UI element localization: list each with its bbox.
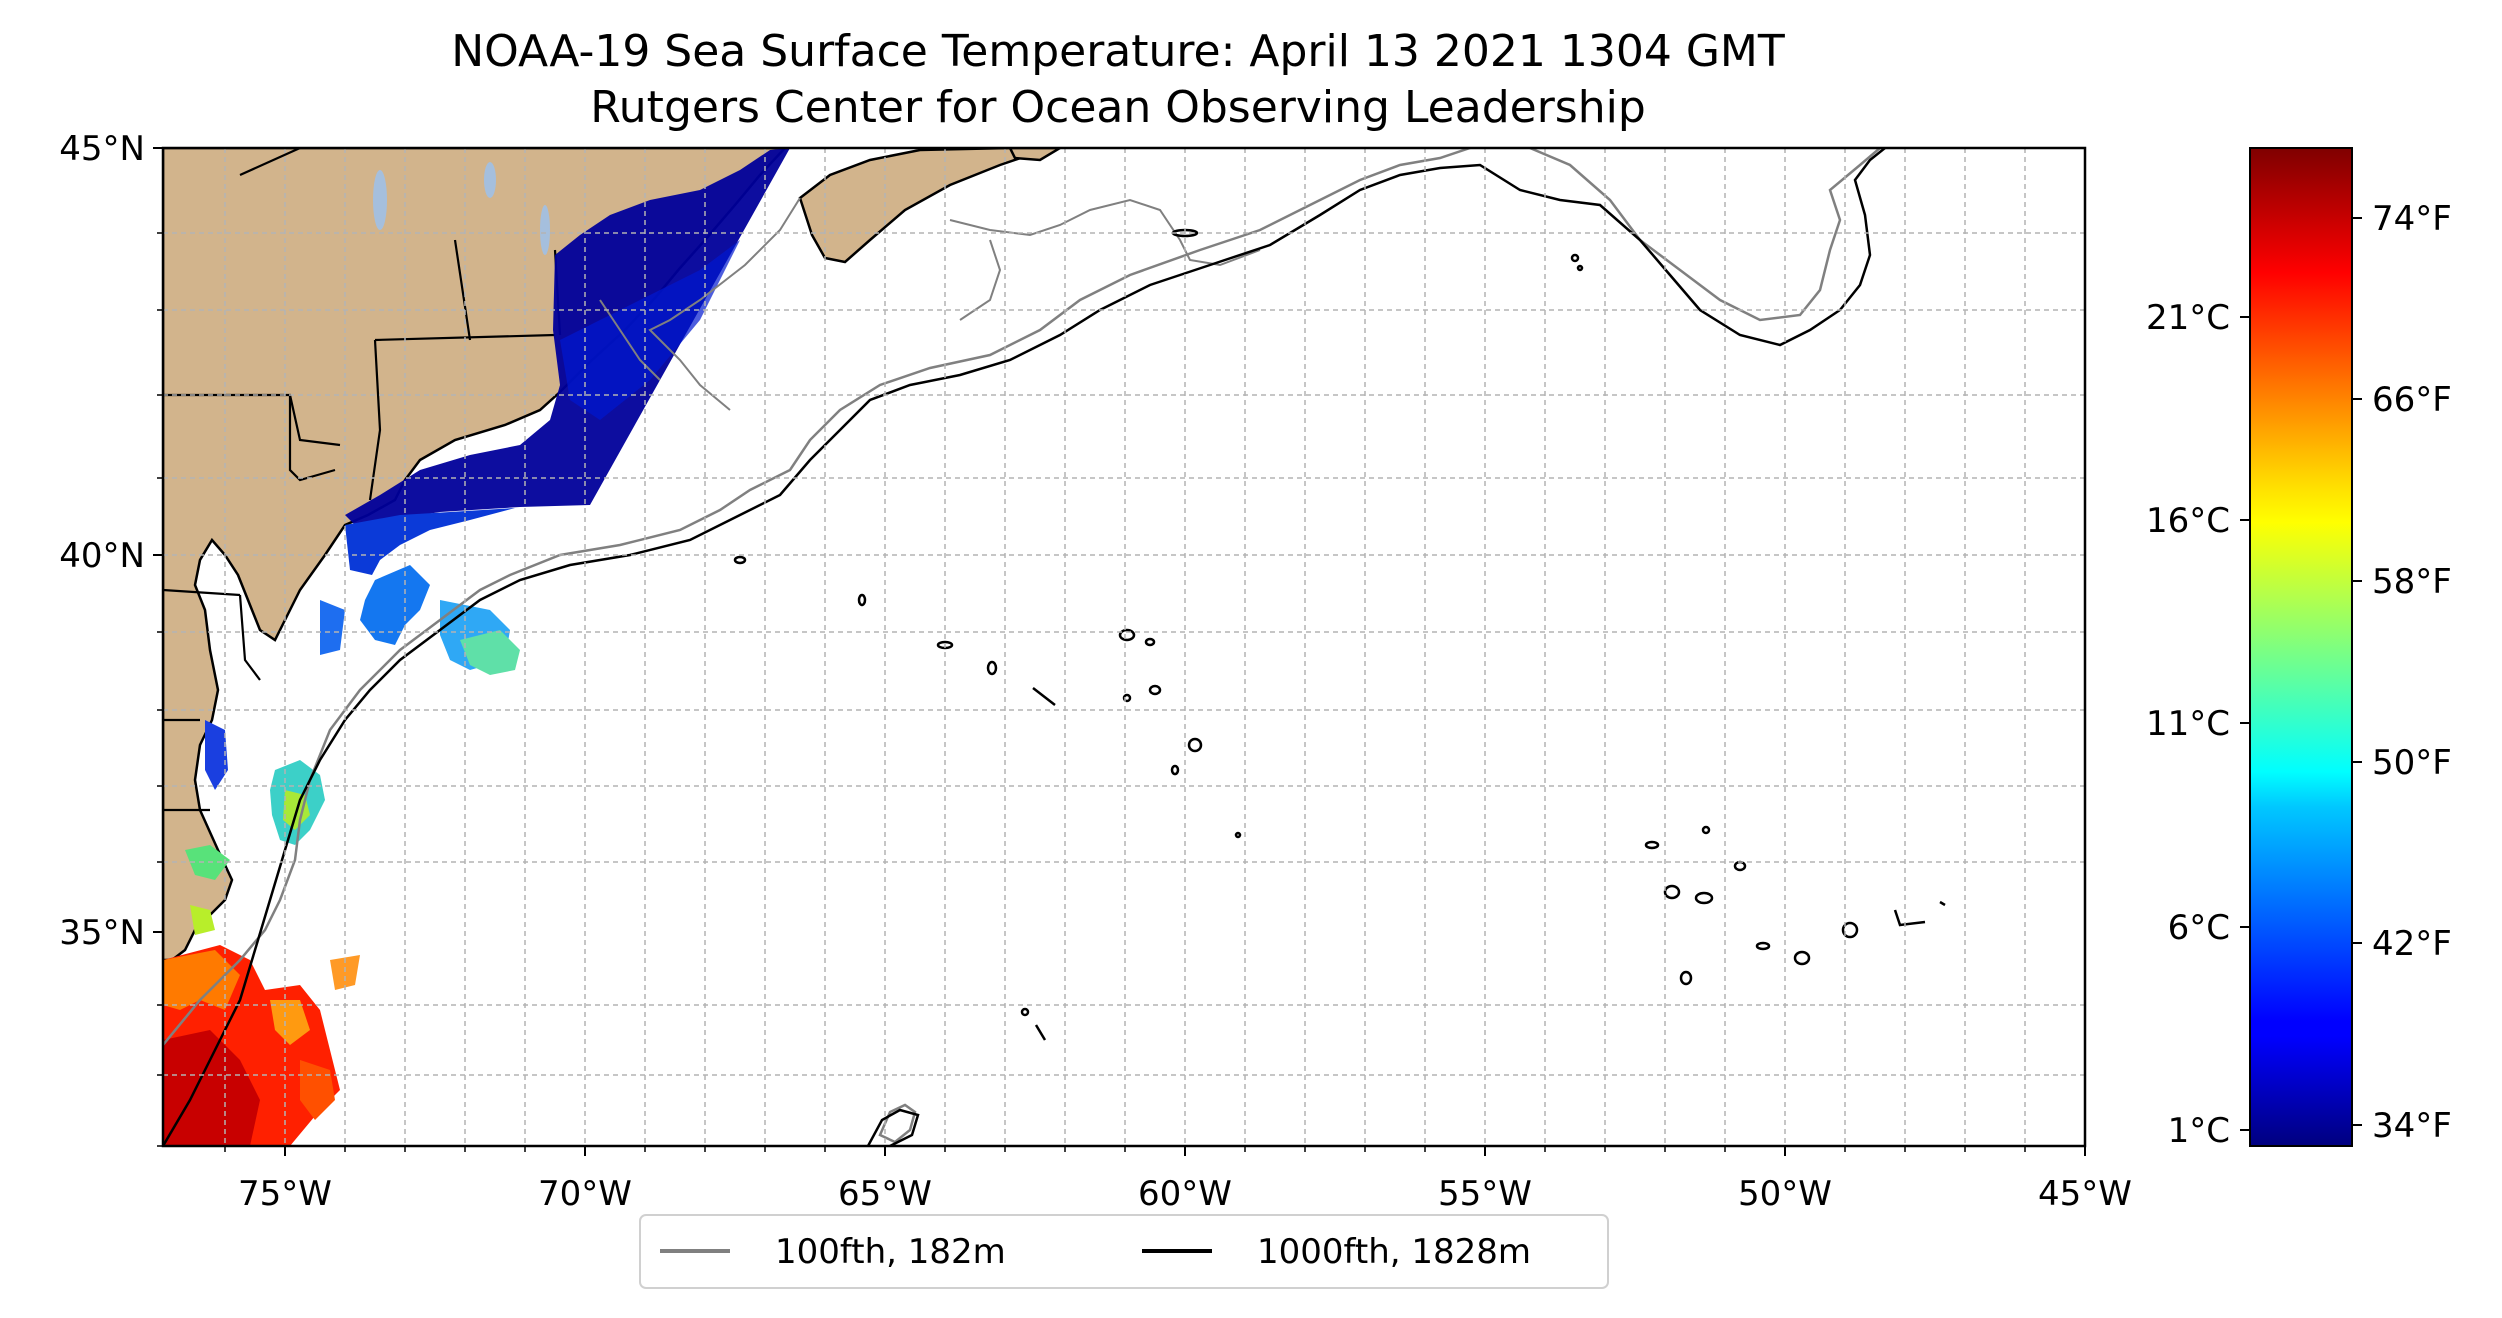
sst-offshore-green <box>460 630 520 675</box>
colorbar-f-label: 50°F <box>2372 743 2452 783</box>
lat-tick-label: 45°N <box>59 129 145 169</box>
lon-tick-label: 75°W <box>238 1174 332 1214</box>
contour-100fth <box>163 148 1881 1046</box>
colorbar-c-label: 1°C <box>2168 1111 2230 1151</box>
colorbar-f-label: 66°F <box>2372 380 2452 420</box>
bermuda-contours <box>866 1103 920 1146</box>
gridlines <box>163 148 2085 1146</box>
legend-label-100fth: 100fth, 182m <box>775 1232 1006 1272</box>
sst-gulf-stream-orange <box>163 950 240 1010</box>
colorbar-f-label: 42°F <box>2372 924 2452 964</box>
colorbar-c-label: 16°C <box>2146 501 2230 541</box>
map-frame <box>161 146 2087 1148</box>
colorbar-gradient <box>2249 147 2353 1147</box>
colorbar-c-ticks <box>2240 316 2250 1131</box>
lat-tick-label: 40°N <box>59 536 145 576</box>
land-cape-breton <box>1008 148 1063 162</box>
colorbar-f-label: 74°F <box>2372 199 2452 239</box>
contour-100fth-gom <box>599 197 1261 411</box>
lon-tick-label: 55°W <box>1438 1174 1532 1214</box>
colorbar: 34°F 42°F 50°F 58°F 66°F 74°F 1°C 6°C 11… <box>2146 147 2452 1151</box>
sst-ny-bight <box>345 508 515 575</box>
colorbar-c-label: 6°C <box>2168 908 2230 948</box>
map-area <box>163 148 2085 1146</box>
colorbar-c-label: 11°C <box>2146 704 2230 744</box>
lon-tick-label: 70°W <box>538 1174 632 1214</box>
sst-nc-coast-2 <box>190 905 215 935</box>
lon-minor-ticks <box>224 1146 2026 1152</box>
lon-tick-label: 50°W <box>1738 1174 1832 1214</box>
sst-gulf-stream-red <box>163 1030 260 1146</box>
map-subtitle: Rutgers Center for Ocean Observing Leade… <box>590 82 1646 133</box>
lat-tick-label: 35°N <box>59 913 145 953</box>
land-nova-scotia <box>798 148 1051 264</box>
lake <box>540 205 550 255</box>
major-ticks <box>153 147 2086 1156</box>
lon-tick-label: 45°W <box>2038 1174 2132 1214</box>
sst-nc-coast <box>185 845 230 880</box>
sst-mid-atlantic <box>360 565 430 645</box>
lon-tick-label: 60°W <box>1138 1174 1232 1214</box>
lat-minor-ticks <box>157 232 163 1147</box>
colorbar-f-label: 34°F <box>2372 1106 2452 1146</box>
seamounts <box>733 228 1946 1041</box>
sst-mid-atlantic-3 <box>320 600 345 655</box>
colorbar-c-label: 21°C <box>2146 298 2230 338</box>
colorbar-f-label: 58°F <box>2372 562 2452 602</box>
sst-gulf-stream-orange-2 <box>270 1000 310 1045</box>
legend-label-1000fth: 1000fth, 1828m <box>1257 1232 1531 1272</box>
legend-box <box>639 1214 1609 1289</box>
lon-tick-label: 65°W <box>838 1174 932 1214</box>
sst-gulf-stream-patch-2 <box>330 955 360 990</box>
lake <box>373 170 387 230</box>
contour-legend: 100fth, 182m 1000fth, 1828m <box>639 1214 1609 1289</box>
lake <box>484 162 496 198</box>
map-title: NOAA-19 Sea Surface Temperature: April 1… <box>451 26 1785 77</box>
contour-1000fth <box>163 148 1886 1146</box>
colorbar-f-ticks <box>2352 217 2362 1126</box>
sst-chesapeake <box>205 720 228 790</box>
